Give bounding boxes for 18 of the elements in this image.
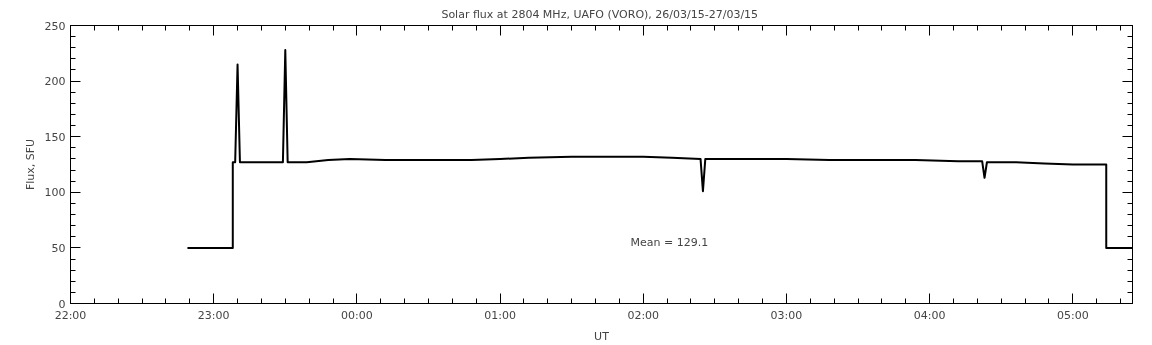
x-tick-label: 00:00 (341, 308, 373, 322)
x-tick-label: 04:00 (913, 308, 946, 322)
annotation: Mean = 129.1 (630, 235, 709, 249)
x-tick-label: 02:00 (627, 308, 660, 322)
y-tick-label: 0 (58, 297, 66, 311)
y-tick-label: 50 (51, 241, 66, 255)
chart-title: Solar flux at 2804 MHz, UAFO (VORO), 26/03/15-27/03/15 (441, 7, 759, 21)
x-tick-label: 03:00 (770, 308, 803, 322)
y-tick-label: 150 (44, 130, 66, 144)
x-tick-label: 23:00 (197, 308, 230, 322)
y-tick-label: 100 (44, 186, 66, 200)
x-tick-label: 05:00 (1056, 308, 1089, 322)
y-tick-label: 200 (44, 75, 66, 89)
x-axis-title: UT (594, 329, 610, 343)
y-tick-label: 250 (44, 19, 66, 33)
y-axis-title: Flux, SFU (23, 138, 37, 191)
x-tick-label: 22:00 (54, 308, 87, 322)
x-tick-label: 01:00 (484, 308, 516, 322)
